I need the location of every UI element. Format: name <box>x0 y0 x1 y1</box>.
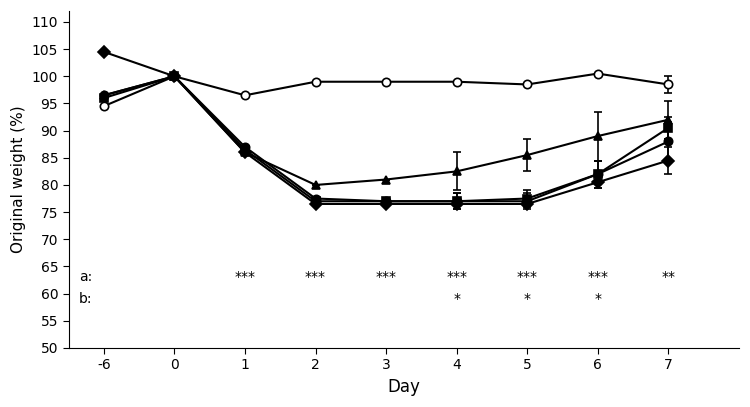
Text: ***: *** <box>235 270 256 284</box>
Text: *: * <box>594 292 602 306</box>
Text: a:: a: <box>80 270 92 284</box>
Text: ***: *** <box>446 270 467 284</box>
Text: **: ** <box>662 270 675 284</box>
Text: ***: *** <box>517 270 538 284</box>
Text: ***: *** <box>376 270 397 284</box>
Text: *: * <box>453 292 460 306</box>
Text: b:: b: <box>80 292 93 306</box>
X-axis label: Day: Day <box>387 378 420 396</box>
Text: ***: *** <box>305 270 326 284</box>
Text: *: * <box>524 292 531 306</box>
Text: ***: *** <box>587 270 608 284</box>
Y-axis label: Original weight (%): Original weight (%) <box>11 106 26 253</box>
